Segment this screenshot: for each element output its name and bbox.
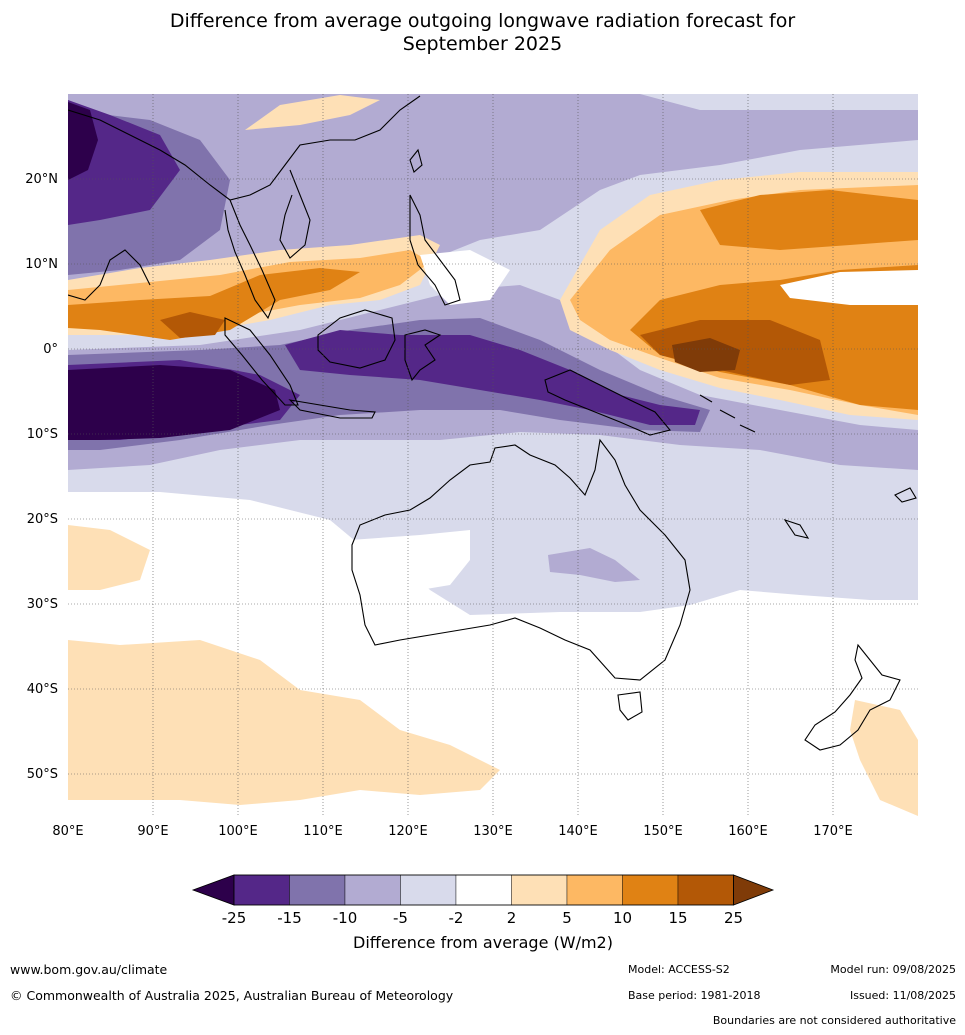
anomaly-region-light-orange-tasman [850,700,918,816]
coastline-sumatra [224,317,299,406]
lon-label-110e: 110°E [303,824,343,839]
lat-label-20s: 20°S [27,512,58,527]
colorbar-frame [233,874,734,906]
lon-label-150e: 150°E [643,824,683,839]
anomaly-region-deep-purple-indonesia [285,330,700,425]
anomaly-region-light-orange-southwest [68,640,500,805]
colorbar-tick-1: -25 [222,909,247,927]
colorbar-tick-8: 10 [613,909,632,927]
coastlines [68,95,917,751]
colorbar-bin-2 [289,874,346,906]
anomaly-region-dark-orange-bay [68,268,360,340]
colorbar-tick-10: 25 [724,909,743,927]
lon-label-160e: 160°E [728,824,768,839]
coastline-sulawesi [404,329,442,382]
lat-label-20n: 20°N [25,172,58,187]
colorbar-tick-2: -15 [277,909,302,927]
colorbar-high-extension [733,874,775,906]
anomaly-field [68,94,918,816]
colorbar-tick-6: 2 [507,909,517,927]
coastline-southeast-asia [68,95,421,320]
colorbar-bin-5 [455,874,512,906]
coastline-new-guinea [544,369,671,436]
lat-label-40s: 40°S [27,682,58,697]
coastline-taiwan [409,148,423,173]
colorbar-tick-3: -10 [333,909,358,927]
anomaly-region-extreme-negative [68,365,280,440]
colorbar-bin-8 [622,874,679,906]
copyright-notice: © Commonwealth of Australia 2025, Austra… [10,988,454,1003]
lat-label-10n: 10°N [25,257,58,272]
model-label: Model: ACCESS-S2 [628,963,730,976]
lon-label-80e: 80°E [52,824,83,839]
title-line-1: Difference from average outgoing longwav… [169,10,796,32]
anomaly-region-light-orange-indian [68,525,150,590]
lat-label-30s: 30°S [27,597,58,612]
lon-label-140e: 140°E [558,824,598,839]
website-link[interactable]: www.bom.gov.au/climate [10,962,168,977]
latitude-labels: 20°N 10°N 0° 10°S 20°S 30°S 40°S 50°S [25,172,58,782]
anomaly-region-deep-purple [68,100,180,225]
colorbar-title: Difference from average (W/m2) [353,933,613,952]
boundaries-note: Boundaries are not considered authoritat… [712,1014,956,1027]
anomaly-region-dark-orange-northpacific [700,190,918,250]
base-period-label: Base period: 1981-2018 [628,989,761,1002]
anomaly-region-deep-orange-bay [160,312,225,338]
colorbar-low-extension [191,874,235,906]
colorbar-bin-9 [677,874,734,906]
lon-label-120e: 120°E [388,824,428,839]
colorbar-tick-7: 5 [562,909,572,927]
colorbar-tick-5: -2 [449,909,464,927]
model-run-label: Model run: 09/08/2025 [830,963,956,976]
coastline-new-zealand [804,643,901,751]
map-title: Difference from average outgoing longwav… [0,10,965,56]
colorbar: -25 -15 -10 -5 -2 2 5 10 15 25 Differenc… [191,874,775,952]
lon-label-130e: 130°E [473,824,513,839]
colorbar-bin-4 [400,874,457,906]
lon-label-100e: 100°E [218,824,258,839]
colorbar-tick-4: -5 [393,909,408,927]
colorbar-bin-7 [566,874,623,906]
anomaly-region-neutral-pacific [780,270,918,305]
coastline-java [288,399,376,419]
anomaly-region-neutral-australia [350,530,470,590]
coastline-pacific-islands [699,394,917,539]
lat-label-equator: 0° [43,342,58,357]
anomaly-region-extreme-negative-north [68,102,98,180]
anomaly-region-light-orange-north [245,95,380,130]
coastline-borneo [317,309,396,369]
title-line-2: September 2025 [402,33,563,55]
coastline-philippines [409,194,461,306]
longitude-labels: 80°E 90°E 100°E 110°E 120°E 130°E 140°E … [52,824,852,839]
coastline-tasmania [617,691,643,721]
coastline-australia [351,438,691,681]
anomaly-region-extreme-positive [672,338,740,372]
lat-label-10s: 10°S [27,427,58,442]
colorbar-bin-3 [344,874,401,906]
lat-label-50s: 50°S [27,767,58,782]
issued-label: Issued: 11/08/2025 [849,989,956,1002]
lon-label-90e: 90°E [137,824,168,839]
colorbar-tick-9: 15 [668,909,687,927]
lon-label-170e: 170°E [813,824,853,839]
graticule [68,94,918,816]
colorbar-bin-6 [511,874,568,906]
colorbar-bin-1 [233,874,290,906]
anomaly-region-medium-purple-australia [548,548,640,582]
